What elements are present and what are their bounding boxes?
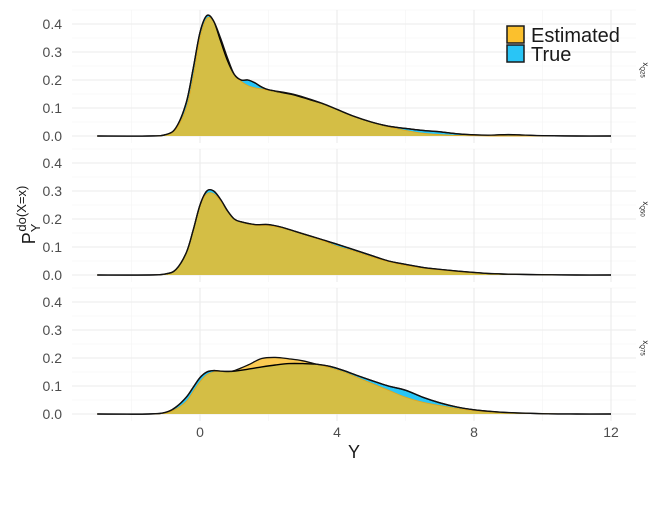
density-overlap [97, 17, 611, 137]
facet-strip-label: xQ25 [639, 62, 651, 78]
density-outline-envelope [97, 188, 612, 276]
facet-strip-label: xQ75 [639, 340, 651, 356]
facet-panel-q25: 0.0 0.1 0.2 0.3 0.4 xQ25 [43, 9, 651, 144]
y-axis-title-main: P [19, 232, 39, 244]
x-axis: 0 4 8 12 [196, 424, 619, 440]
density-overlap [97, 192, 611, 276]
legend-label-estimated: Estimated [531, 25, 620, 47]
y-tick-label: 0.4 [43, 294, 63, 310]
y-tick-label: 0.0 [43, 406, 63, 422]
y-tick-label: 0.0 [43, 267, 63, 283]
x-tick-label: 0 [196, 424, 204, 440]
y-tick-label: 0.4 [43, 155, 63, 171]
y-axis-title-sub: Y [28, 223, 43, 232]
x-tick-label: 12 [603, 424, 619, 440]
legend-label-true: True [531, 44, 571, 66]
density-outline-envelope [97, 356, 612, 415]
y-tick-label: 0.3 [43, 44, 63, 60]
y-tick-label: 0.3 [43, 322, 63, 338]
x-tick-label: 8 [470, 424, 478, 440]
facet-panel-q75: 0.0 0.1 0.2 0.3 0.4 xQ75 [43, 287, 651, 422]
y-axis-title: PYdo(X=x) [14, 186, 43, 245]
svg-text:xQ75: xQ75 [639, 340, 651, 356]
y-axis-title-sup: do(X=x) [14, 186, 29, 232]
y-tick-label: 0.4 [43, 16, 63, 32]
y-tick-label: 0.1 [43, 239, 63, 255]
y-tick-label: 0.2 [43, 211, 63, 227]
facet-panels: 0.00.10.20.30.4xQ250.00.10.20.30.4xQ500.… [43, 9, 651, 422]
svg-text:xQ25: xQ25 [639, 62, 651, 78]
x-axis-title: Y [348, 442, 360, 462]
y-tick-label: 0.2 [43, 350, 63, 366]
density-overlap [97, 363, 611, 415]
y-tick-label: 0.1 [43, 100, 63, 116]
svg-text:PYdo(X=x): PYdo(X=x) [14, 186, 43, 245]
density-outline-envelope [97, 14, 612, 137]
y-tick-label: 0.3 [43, 183, 63, 199]
legend: Estimated True [506, 25, 620, 66]
y-tick-label: 0.0 [43, 128, 63, 144]
facet-strip-label: xQ50 [639, 201, 651, 217]
y-tick-label: 0.1 [43, 378, 63, 394]
facet-panel-q50: 0.0 0.1 0.2 0.3 0.4 xQ50 [43, 148, 651, 283]
x-tick-label: 4 [333, 424, 341, 440]
legend-key-true [506, 44, 525, 63]
y-tick-label: 0.2 [43, 72, 63, 88]
legend-key-estimated [506, 25, 525, 44]
svg-text:xQ50: xQ50 [639, 201, 651, 217]
